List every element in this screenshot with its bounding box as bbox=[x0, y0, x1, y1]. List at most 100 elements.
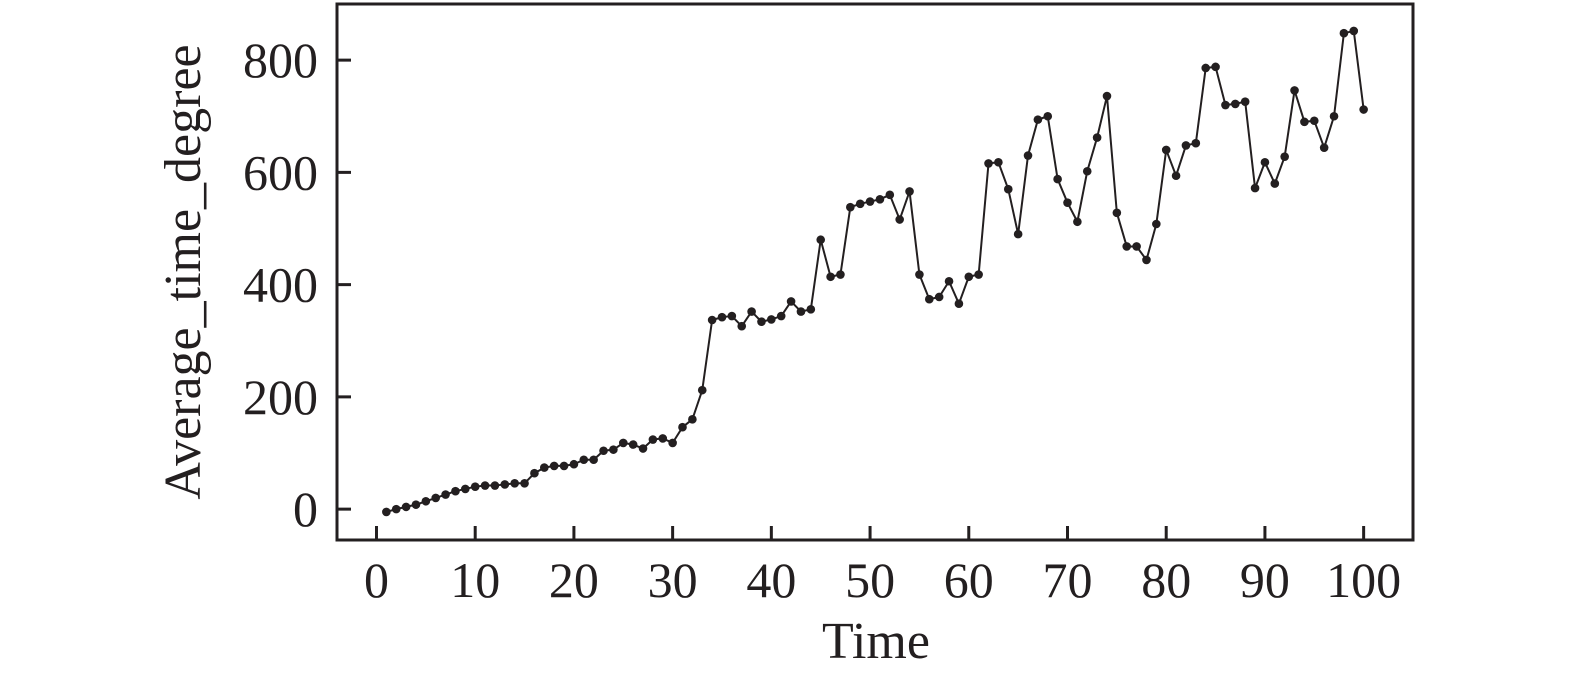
data-point bbox=[806, 305, 816, 314]
data-point bbox=[1092, 133, 1102, 142]
data-point bbox=[875, 195, 885, 204]
data-point bbox=[391, 504, 401, 514]
y-tick-label: 0 bbox=[293, 481, 318, 537]
data-point bbox=[480, 481, 490, 490]
x-tick-label: 100 bbox=[1326, 552, 1401, 608]
data-point bbox=[1349, 26, 1359, 36]
data-point bbox=[688, 415, 697, 424]
data-point bbox=[1280, 152, 1289, 161]
data-point bbox=[1250, 183, 1260, 193]
data-point bbox=[470, 482, 480, 491]
x-tick-label: 90 bbox=[1240, 552, 1290, 608]
x-tick-label: 60 bbox=[944, 552, 994, 608]
data-point bbox=[1309, 116, 1319, 126]
x-axis: 0 10 20 30 40 50 60 70 80 90 100 bbox=[364, 526, 1401, 608]
data-point bbox=[609, 445, 618, 454]
data-point bbox=[796, 307, 806, 316]
data-point bbox=[1260, 157, 1270, 167]
data-point bbox=[1231, 99, 1240, 109]
data-point bbox=[1152, 219, 1161, 229]
data-point bbox=[836, 270, 845, 279]
data-point bbox=[1161, 145, 1171, 155]
data-point bbox=[431, 493, 441, 503]
data-point bbox=[638, 444, 648, 453]
data-point bbox=[944, 276, 954, 286]
y-tick-label: 400 bbox=[243, 257, 318, 313]
data-point bbox=[757, 317, 766, 326]
data-point bbox=[401, 502, 411, 512]
data-point bbox=[707, 315, 717, 325]
data-point bbox=[589, 455, 598, 465]
data-point bbox=[1132, 242, 1141, 251]
x-tick-label: 10 bbox=[450, 552, 500, 608]
data-point bbox=[865, 197, 875, 206]
data-point bbox=[1300, 117, 1309, 127]
data-point bbox=[520, 479, 529, 488]
data-point bbox=[1211, 62, 1220, 72]
data-point bbox=[1319, 143, 1329, 152]
data-point bbox=[717, 312, 727, 322]
data-point bbox=[786, 297, 796, 306]
data-point bbox=[510, 479, 519, 488]
plot-area bbox=[382, 26, 1368, 517]
data-point bbox=[1122, 242, 1132, 251]
data-point bbox=[924, 294, 934, 304]
data-point bbox=[451, 486, 460, 496]
data-point bbox=[1290, 86, 1299, 95]
data-point bbox=[441, 490, 450, 499]
data-point bbox=[411, 500, 421, 509]
data-point bbox=[1181, 141, 1191, 150]
data-point bbox=[964, 272, 974, 282]
data-point bbox=[816, 235, 826, 245]
data-point bbox=[648, 435, 658, 444]
x-tick-label: 50 bbox=[845, 552, 895, 608]
data-point bbox=[668, 438, 677, 448]
data-point bbox=[974, 270, 983, 279]
data-point bbox=[599, 446, 608, 456]
data-point bbox=[1201, 63, 1210, 73]
y-tick-label: 800 bbox=[243, 32, 318, 88]
data-point bbox=[1221, 100, 1230, 110]
x-axis-title: Time bbox=[822, 613, 930, 670]
data-point bbox=[1063, 198, 1072, 207]
x-tick-label: 30 bbox=[648, 552, 698, 608]
y-axis-title: Average_time_degree bbox=[155, 44, 212, 499]
data-point bbox=[737, 321, 747, 331]
data-point bbox=[727, 311, 737, 321]
data-point bbox=[697, 385, 707, 395]
data-point bbox=[490, 481, 500, 490]
data-point bbox=[1053, 174, 1062, 184]
data-point bbox=[1240, 97, 1250, 106]
data-point bbox=[1171, 171, 1181, 181]
data-point bbox=[994, 157, 1003, 167]
data-point bbox=[895, 215, 904, 224]
data-point bbox=[1003, 184, 1013, 194]
data-point bbox=[855, 199, 865, 209]
x-tick-label: 80 bbox=[1141, 552, 1191, 608]
data-point bbox=[776, 311, 786, 321]
data-point bbox=[382, 507, 391, 517]
data-point bbox=[1142, 255, 1151, 265]
y-tick-label: 200 bbox=[243, 369, 318, 425]
data-point bbox=[569, 459, 579, 469]
plot-frame bbox=[335, 2, 1415, 542]
data-point bbox=[1270, 179, 1280, 188]
data-point bbox=[421, 496, 431, 506]
data-point bbox=[461, 484, 470, 494]
data-point bbox=[1043, 111, 1053, 121]
data-point bbox=[530, 468, 539, 478]
data-point bbox=[500, 480, 510, 489]
data-point bbox=[915, 270, 924, 279]
y-axis: 0 200 400 600 800 bbox=[243, 32, 351, 537]
data-point bbox=[618, 438, 628, 448]
x-tick-label: 20 bbox=[549, 552, 599, 608]
data-point bbox=[1033, 115, 1043, 124]
data-point bbox=[1339, 28, 1349, 38]
data-point bbox=[678, 422, 687, 432]
x-tick-label: 40 bbox=[746, 552, 796, 608]
data-point bbox=[1359, 105, 1368, 114]
data-point bbox=[885, 190, 895, 200]
data-point bbox=[549, 461, 559, 471]
data-point bbox=[1073, 217, 1082, 227]
